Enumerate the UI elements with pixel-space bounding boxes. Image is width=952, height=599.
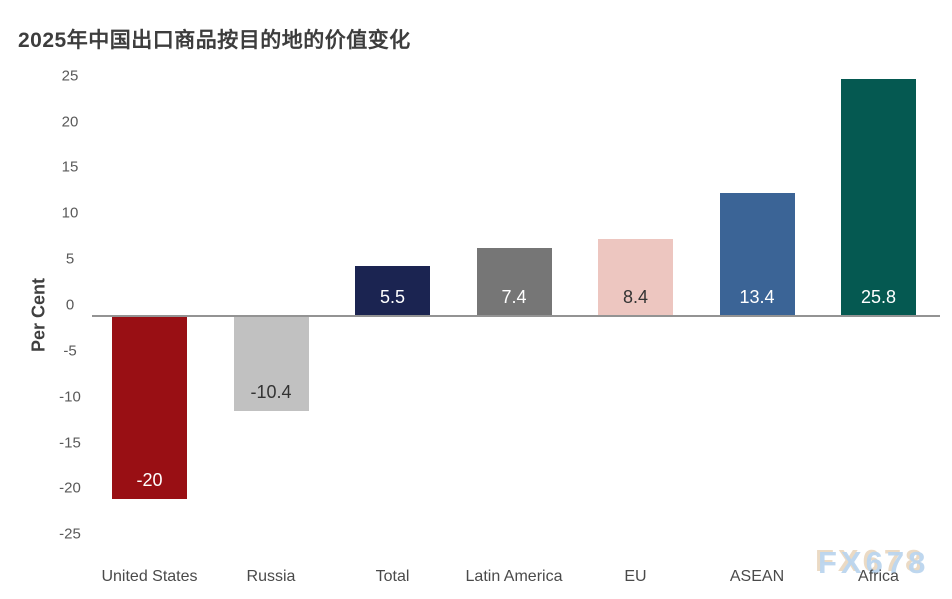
bar-value-label-latin-america: 7.4 xyxy=(501,286,527,307)
x-axis-label-eu: EU xyxy=(624,568,647,585)
bar-total: 5.5 xyxy=(355,265,430,316)
y-tick-5: 5 xyxy=(65,250,75,268)
x-axis-label-asean: ASEAN xyxy=(729,568,785,585)
x-axis-label-latin-america: Latin America xyxy=(465,568,563,585)
y-tick-15: 15 xyxy=(61,158,79,176)
bar-latin-america: 7.4 xyxy=(476,248,552,316)
bar-value-label-russia: -10.4 xyxy=(250,382,292,403)
x-axis-label-africa: Africa xyxy=(858,568,899,585)
bar-value-label-total: 5.5 xyxy=(379,286,406,307)
y-axis-title: Per Cent xyxy=(28,277,49,353)
zero-axis-line xyxy=(92,315,940,317)
bar-value-label-asean: 13.4 xyxy=(739,286,775,307)
bar-united-states: -20 xyxy=(112,316,187,500)
y-tick-0: 0 xyxy=(65,296,75,314)
bar-africa: 25.8 xyxy=(841,79,916,316)
y-tick-10: 10 xyxy=(61,204,79,222)
y-tick--20: -20 xyxy=(59,479,81,497)
bar-value-label-africa: 25.8 xyxy=(860,286,897,307)
bar-russia: -10.4 xyxy=(233,316,309,412)
bar-eu: 8.4 xyxy=(598,238,673,316)
bar-value-label-united-states: -20 xyxy=(136,470,163,491)
x-axis-label-total: Total xyxy=(375,568,410,585)
bar-value-label-eu: 8.4 xyxy=(622,286,649,307)
y-tick-25: 25 xyxy=(61,67,79,85)
chart-title: 2025年中国出口商品按目的地的价值变化 xyxy=(18,29,411,52)
bar-asean: 13.4 xyxy=(719,193,795,316)
y-tick-20: 20 xyxy=(61,113,79,131)
y-tick--10: -10 xyxy=(59,388,81,406)
y-tick--15: -15 xyxy=(59,434,81,452)
watermark: FX678 xyxy=(818,545,930,580)
y-tick--25: -25 xyxy=(59,525,81,543)
x-axis-label-russia: Russia xyxy=(246,568,296,585)
y-tick--5: -5 xyxy=(63,342,77,360)
x-axis-label-united-states: United States xyxy=(101,568,198,585)
